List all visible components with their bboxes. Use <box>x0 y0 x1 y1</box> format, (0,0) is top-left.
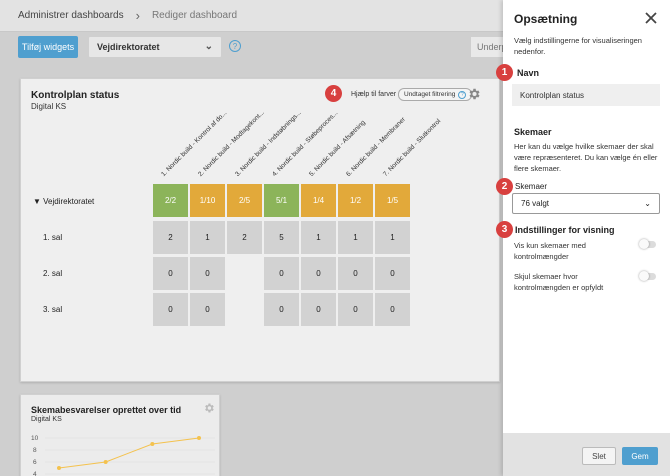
row-label: 3. sal <box>43 305 63 314</box>
step-badge-4: 4 <box>325 85 342 102</box>
step-badge-2: 2 <box>496 178 513 195</box>
row-label: 1. sal <box>43 233 63 242</box>
widget-subtitle: Digital KS <box>31 102 67 111</box>
count-cell[interactable]: 0 <box>264 257 299 290</box>
schemas-select-value: 76 valgt <box>521 199 550 208</box>
help-icon[interactable]: ? <box>229 40 241 52</box>
panel-footer: Slet Gem <box>503 433 670 476</box>
status-cell[interactable]: 1/5 <box>375 184 410 217</box>
count-cell[interactable]: 0 <box>190 293 225 326</box>
column-header: 3. Nordic build - Indstøbnings... <box>234 109 303 178</box>
delete-button[interactable]: Slet <box>582 447 616 465</box>
count-cell[interactable]: 0 <box>264 293 299 326</box>
widget-title: Skemabesvarelser oprettet over tid <box>31 405 182 415</box>
row-label: 2. sal <box>43 269 63 278</box>
toggle-label-hide-fulfilled: Skjul skemaer hvor kontrolmængden er opf… <box>514 272 604 292</box>
count-cell[interactable]: 1 <box>190 221 225 254</box>
toggle-hide-fulfilled[interactable] <box>639 271 656 281</box>
count-cell[interactable]: 0 <box>375 293 410 326</box>
count-cell[interactable]: 0 <box>338 293 373 326</box>
chevron-down-icon: ⌄ <box>644 199 651 208</box>
count-cell[interactable]: 2 <box>153 221 188 254</box>
panel-intro: Vælg indstillingerne for visualiseringen… <box>514 36 642 56</box>
widget-subtitle: Digital KS <box>31 416 62 423</box>
kontrolplan-status-widget: Kontrolplan status Digital KS 4 Hjælp ti… <box>20 78 500 382</box>
status-cell[interactable]: 1/4 <box>301 184 336 217</box>
display-settings-heading: Indstillinger for visning <box>515 225 615 235</box>
add-widgets-button[interactable]: Tilføj widgets <box>18 36 78 58</box>
count-cell[interactable]: 0 <box>301 257 336 290</box>
group-label-vejdirektoratet[interactable]: ▼ Vejdirektoratet <box>33 197 95 206</box>
line-chart <box>45 436 215 475</box>
step-badge-1: 1 <box>496 64 513 81</box>
y-tick-label: 6 <box>33 459 37 466</box>
data-point <box>197 436 201 440</box>
count-cell[interactable]: 5 <box>264 221 299 254</box>
name-input[interactable] <box>512 84 660 106</box>
toggle-only-with-quantities[interactable] <box>639 239 656 249</box>
count-cell[interactable]: 1 <box>301 221 336 254</box>
grid-lines <box>45 437 215 475</box>
help-icon: ? <box>458 90 467 99</box>
gear-icon[interactable] <box>467 87 481 101</box>
count-cell[interactable]: 0 <box>190 257 225 290</box>
panel-title: Opsætning <box>514 12 578 26</box>
filter-exception-button[interactable]: Undtaget filtrering ? <box>398 88 473 101</box>
y-tick-label: 8 <box>33 447 37 454</box>
toggle-label-only-with-quantities: Vis kun skemaer med kontrolmængder <box>514 241 586 261</box>
series-line <box>58 437 200 469</box>
count-cell[interactable]: 2 <box>227 221 262 254</box>
y-tick-label: 4 <box>33 471 37 476</box>
dashboard-select-value: Vejdirektoratet <box>97 42 160 52</box>
column-header: 1. Nordic build - Kontrol af do... <box>160 109 229 178</box>
step-badge-3: 3 <box>496 221 513 238</box>
schemas-select[interactable]: 76 valgt ⌄ <box>512 193 660 214</box>
schemas-field-label: Skemaer <box>515 182 548 191</box>
close-icon[interactable] <box>644 11 658 25</box>
column-header: 4. Nordic build - Støbeproces... <box>271 109 340 178</box>
column-header: 2. Nordic build - Modtagekont... <box>197 109 266 178</box>
status-cell[interactable]: 2/2 <box>153 184 188 217</box>
name-label: Navn <box>517 68 540 78</box>
count-cell[interactable]: 0 <box>153 293 188 326</box>
data-point <box>150 442 155 446</box>
breadcrumb-root[interactable]: Administrer dashboards <box>18 10 124 21</box>
gear-icon[interactable] <box>203 402 215 414</box>
count-cell[interactable]: 1 <box>338 221 373 254</box>
help-colors-link[interactable]: Hjælp til farver <box>351 91 397 98</box>
count-cell[interactable]: 0 <box>375 257 410 290</box>
save-button[interactable]: Gem <box>622 447 658 465</box>
status-cell[interactable]: 1/10 <box>190 184 225 217</box>
dashboard-select[interactable]: Vejdirektoratet ⌄ <box>88 36 222 58</box>
skemabesvarelser-chart-widget: Skemabesvarelser oprettet over tid Digit… <box>20 394 220 476</box>
data-point <box>103 460 108 464</box>
filter-exception-label: Undtaget filtrering <box>404 91 456 98</box>
status-cell[interactable]: 2/5 <box>227 184 262 217</box>
schemas-description: Her kan du vælge hvilke skemaer der skal… <box>514 142 658 173</box>
schemas-heading: Skemaer <box>514 127 552 137</box>
breadcrumb-separator: › <box>135 8 140 23</box>
status-cell[interactable]: 1/2 <box>338 184 373 217</box>
status-cell[interactable]: 5/1 <box>264 184 299 217</box>
chevron-down-icon: ⌄ <box>204 41 213 52</box>
count-cell[interactable]: 0 <box>153 257 188 290</box>
count-cell[interactable]: 1 <box>375 221 410 254</box>
count-cell[interactable]: 0 <box>338 257 373 290</box>
count-cell[interactable]: 0 <box>301 293 336 326</box>
breadcrumb-current: Rediger dashboard <box>151 10 238 21</box>
widget-title: Kontrolplan status <box>31 90 120 101</box>
data-point <box>57 466 61 470</box>
y-tick-label: 10 <box>31 435 39 442</box>
settings-panel: Opsætning Vælg indstillingerne for visua… <box>496 0 670 476</box>
